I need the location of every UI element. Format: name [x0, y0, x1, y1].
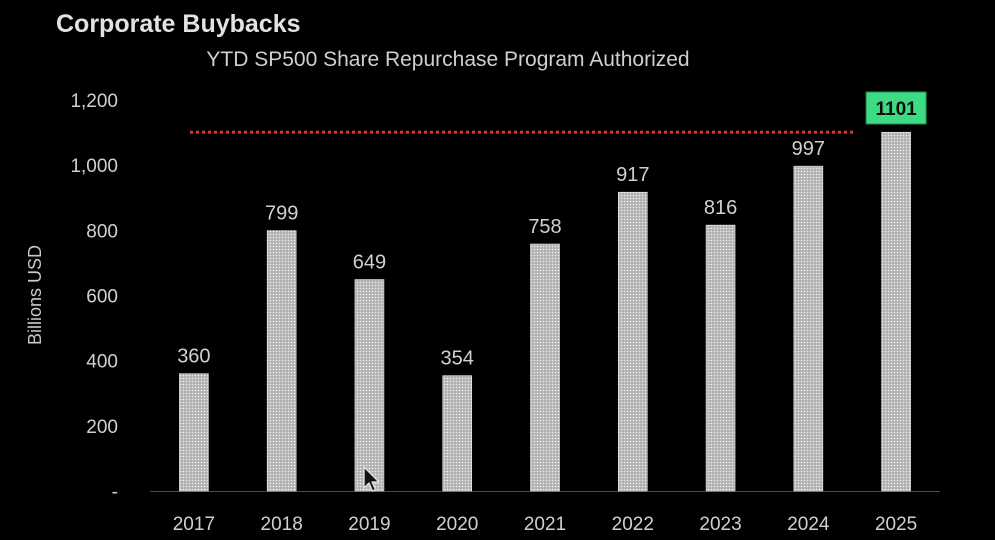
mouse-cursor-icon	[363, 466, 380, 492]
chart-subtitle: YTD SP500 Share Repurchase Program Autho…	[206, 48, 690, 71]
x-tick-label: 2017	[173, 514, 215, 535]
y-axis-title: Billions USD	[25, 245, 45, 345]
data-label-2020: 354	[441, 348, 474, 370]
data-label-2024: 997	[792, 138, 825, 160]
data-label-2025: 1101	[875, 99, 917, 120]
x-tick-label: 2023	[699, 514, 741, 535]
x-tick-label: 2020	[436, 514, 478, 535]
data-label-2017: 360	[177, 346, 210, 368]
bar-2018	[266, 230, 297, 492]
y-tick-label: -	[112, 482, 118, 503]
y-tick-label: 200	[86, 417, 118, 438]
bar-2022	[617, 191, 648, 492]
data-label-2021: 758	[528, 216, 561, 238]
bar-2023	[705, 224, 736, 492]
highlight-label-box	[865, 91, 927, 125]
bar-2020	[442, 375, 473, 492]
bar-2019	[354, 279, 385, 492]
chart-title: Corporate Buybacks	[56, 10, 301, 38]
bar-2017	[179, 373, 209, 492]
y-tick-label: 1,200	[70, 91, 118, 112]
bar-2021	[530, 243, 560, 492]
x-tick-label: 2019	[348, 514, 390, 535]
data-label-2019: 649	[353, 252, 386, 274]
y-tick-label: 600	[86, 287, 118, 308]
x-tick-label: 2022	[612, 514, 654, 535]
data-label-2018: 799	[265, 203, 298, 225]
data-label-2022: 917	[616, 164, 649, 186]
data-label-2023: 816	[704, 197, 737, 219]
bar-2025	[881, 131, 911, 492]
x-tick-label: 2024	[787, 514, 830, 535]
bar-2024	[793, 165, 824, 492]
y-tick-label: 1,000	[70, 156, 118, 177]
y-tick-label: 800	[86, 221, 118, 242]
x-tick-label: 2018	[261, 514, 303, 535]
x-tick-label: 2025	[875, 514, 917, 535]
x-tick-label: 2021	[524, 514, 566, 535]
y-tick-label: 400	[86, 352, 118, 373]
